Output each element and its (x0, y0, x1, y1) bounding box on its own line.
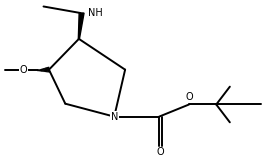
Polygon shape (78, 13, 84, 39)
Text: O: O (185, 92, 193, 102)
Text: N: N (110, 112, 118, 122)
Text: NH: NH (88, 8, 103, 18)
Text: O: O (157, 147, 165, 157)
Text: O: O (19, 65, 27, 75)
